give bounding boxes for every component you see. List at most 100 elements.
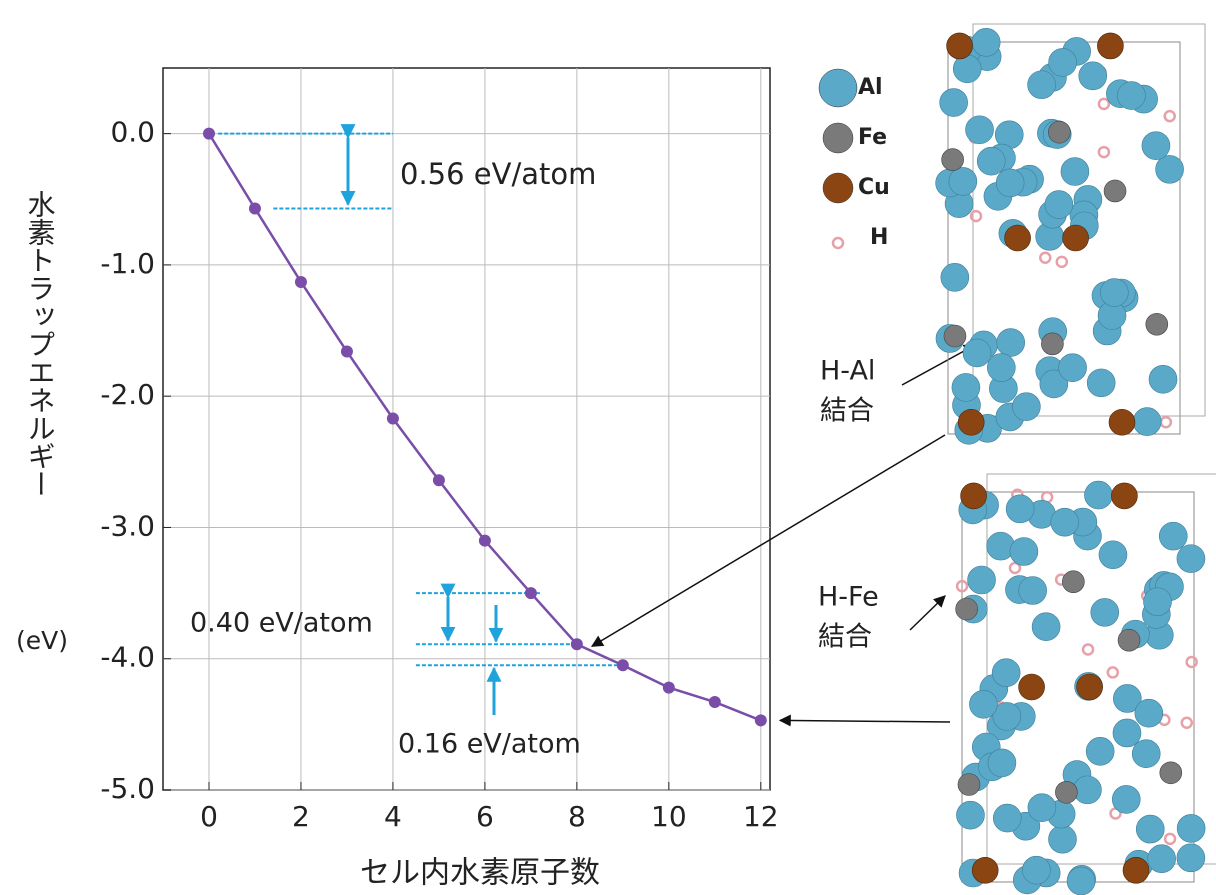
fe-atom (1048, 121, 1070, 143)
al-atom (1061, 158, 1089, 186)
h-atom (1099, 147, 1109, 157)
al-atom (1133, 408, 1161, 436)
al-atom (1156, 155, 1184, 183)
al-atom (1132, 740, 1160, 768)
fe-atom (942, 149, 964, 171)
al-atom (1048, 825, 1076, 853)
al-atom (1051, 508, 1079, 536)
y-tick-label: -5.0 (100, 772, 155, 805)
al-atom (1010, 537, 1038, 565)
al-atom (1087, 369, 1115, 397)
h-atom (1161, 417, 1171, 427)
data-point (203, 128, 215, 140)
fe-atom (956, 598, 978, 620)
cu-atom (1111, 483, 1137, 509)
bond-label: H-Fe (818, 582, 879, 613)
x-tick-label: 4 (384, 800, 402, 833)
x-tick-label: 0 (200, 800, 218, 833)
al-atom (1059, 354, 1087, 382)
al-atom (996, 169, 1024, 197)
cu-atom (1123, 857, 1149, 883)
legend-swatch (833, 238, 843, 248)
y-tick-label: -2.0 (100, 378, 155, 411)
h-atom (1108, 667, 1118, 677)
bond-label: H-Al (820, 356, 875, 387)
cu-atom (1077, 674, 1103, 700)
data-point (617, 659, 629, 671)
al-atom (992, 659, 1020, 687)
al-atom (1100, 279, 1128, 307)
cu-atom (947, 33, 973, 59)
al-atom (1177, 545, 1205, 573)
pointer-arrow (592, 435, 945, 646)
h-atom (1057, 257, 1067, 267)
fe-atom (1104, 180, 1126, 202)
data-point (341, 346, 353, 358)
al-atom (969, 690, 997, 718)
legend-label: Cu (858, 175, 890, 200)
x-tick-label: 6 (476, 800, 494, 833)
al-atom (1113, 719, 1141, 747)
al-atom (1149, 365, 1177, 393)
pointer-arrow (780, 720, 950, 722)
y-tick-label: 0.0 (110, 116, 155, 149)
data-point (249, 202, 261, 214)
legend-label: Fe (858, 125, 887, 150)
fe-atom (1062, 571, 1084, 593)
h-atom (1165, 834, 1175, 844)
al-atom (972, 28, 1000, 56)
fe-atom (1041, 333, 1063, 355)
al-atom (1142, 132, 1170, 160)
fe-atom (944, 325, 966, 347)
al-atom (1012, 393, 1040, 421)
al-atom (1028, 794, 1056, 822)
cu-atom (1097, 33, 1123, 59)
cu-atom (1005, 225, 1031, 251)
data-point (663, 682, 675, 694)
data-point (433, 474, 445, 486)
data-point (571, 638, 583, 650)
al-atom (997, 329, 1025, 357)
h-atom (1040, 253, 1050, 263)
legend-label: H (870, 225, 888, 250)
al-atom (1073, 776, 1101, 804)
x-tick-label: 2 (292, 800, 310, 833)
al-atom (988, 749, 1016, 777)
y-tick-label: -3.0 (100, 509, 155, 542)
al-atom (966, 116, 994, 144)
fe-atom (1055, 781, 1077, 803)
al-atom (949, 167, 977, 195)
al-atom (1028, 71, 1056, 99)
cu-atom (961, 483, 987, 509)
h-atom (1165, 111, 1175, 121)
y-axis-unit: (eV) (16, 626, 68, 655)
bond-label: 結合 (818, 622, 872, 653)
h-atom (1083, 644, 1093, 654)
bond-label: 結合 (820, 396, 874, 427)
al-atom (952, 373, 980, 401)
al-atom (940, 89, 968, 117)
y-tick-label: -1.0 (100, 247, 155, 280)
al-atom (1084, 481, 1112, 509)
cu-atom (1063, 225, 1089, 251)
al-atom (1144, 588, 1172, 616)
fe-atom (1146, 313, 1168, 335)
y-axis-label: 水素トラップエネルギー (24, 190, 57, 498)
x-tick-label: 10 (651, 800, 687, 833)
al-atom (1135, 699, 1163, 727)
cu-atom (958, 409, 984, 435)
al-atom (1049, 48, 1077, 76)
y-tick-label: -4.0 (100, 641, 155, 674)
data-point (709, 696, 721, 708)
al-atom (963, 339, 991, 367)
al-atom (977, 147, 1005, 175)
x-tick-label: 8 (568, 800, 586, 833)
al-atom (1032, 613, 1060, 641)
legend-swatch (823, 123, 853, 153)
al-atom (1022, 856, 1050, 884)
data-point (755, 714, 767, 726)
h-atom (1187, 657, 1197, 667)
al-atom (1067, 867, 1095, 895)
al-atom (1099, 541, 1127, 569)
legend-swatch (823, 173, 853, 203)
